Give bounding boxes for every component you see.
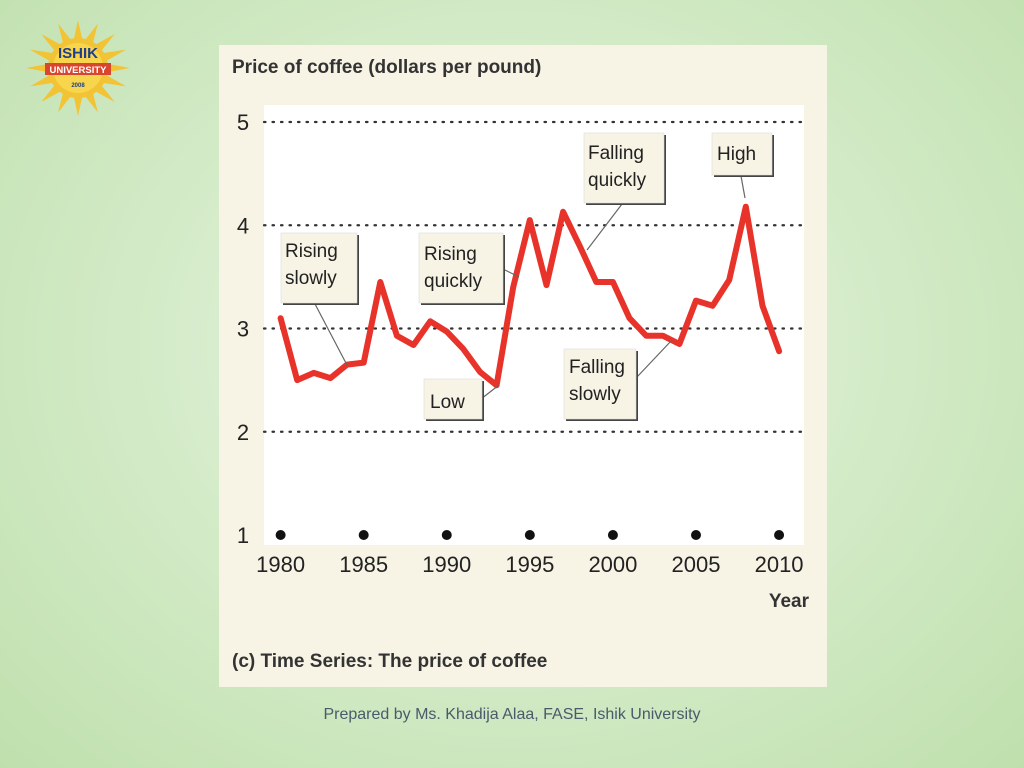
x-tick-dot <box>691 530 701 540</box>
logo-ray <box>29 74 55 87</box>
x-tick-label: 1990 <box>422 552 471 577</box>
x-tick-label: 2000 <box>588 552 637 577</box>
logo-ray <box>73 95 83 116</box>
y-tick-label: 2 <box>237 420 249 445</box>
logo-ray <box>101 74 127 87</box>
annotation-leader <box>586 203 623 251</box>
x-tick-label: 2005 <box>672 552 721 577</box>
y-tick-label: 4 <box>237 213 249 238</box>
logo-ray <box>58 91 72 113</box>
chart-title: Price of coffee (dollars per pound) <box>232 57 541 78</box>
logo-text-ishik: ISHIK <box>58 45 98 62</box>
plot-area <box>264 105 804 545</box>
x-tick-dot <box>524 530 535 540</box>
y-tick-label: 5 <box>237 110 249 135</box>
logo-ray <box>29 49 55 62</box>
annotation-text: slowly <box>569 384 621 405</box>
y-tick-label: 3 <box>237 317 249 342</box>
x-tick-dot <box>774 530 785 540</box>
footer-credit: Prepared by Ms. Khadija Alaa, FASE, Ishi… <box>323 706 701 723</box>
logo-ray <box>105 63 130 73</box>
annotation-leader <box>740 175 746 199</box>
chart-caption: (c) Time Series: The price of coffee <box>232 651 547 672</box>
annotation-text: High <box>717 144 756 165</box>
annotation-box: Low <box>423 378 484 421</box>
annotation-box: High <box>711 132 774 177</box>
annotation-box: Rising quickly <box>418 232 505 305</box>
x-tick-label: 2010 <box>755 552 804 577</box>
y-tick-label: 1 <box>237 523 249 548</box>
annotation-text: Low <box>430 392 465 413</box>
chart-panel: 1 2 3 4 5 1980 1985 1990 1995 2000 2005 2010 Risin… <box>219 45 827 687</box>
x-axis-label: Year <box>769 591 810 612</box>
annotation-text: Falling <box>569 357 625 378</box>
logo-ray <box>101 49 127 62</box>
x-tick-dot <box>441 530 452 540</box>
annotation-text: Rising <box>285 241 338 262</box>
annotation-box: Falling quickly <box>583 132 666 205</box>
x-tick-label: 1995 <box>505 552 554 577</box>
annotation-leader <box>636 339 673 378</box>
x-tick-dot <box>358 530 369 540</box>
x-tick-label: 1980 <box>256 552 305 577</box>
annotation-box: Falling slowly <box>563 348 638 421</box>
logo-ray <box>84 23 98 45</box>
annotation-text: slowly <box>285 268 337 289</box>
annotation-text: quickly <box>424 271 483 292</box>
logo-ray <box>26 63 51 73</box>
logo-text-year: 2008 <box>71 83 85 89</box>
annotation-text: quickly <box>588 170 647 191</box>
annotation-box: Rising slowly <box>280 232 359 305</box>
coffee-price-chart: 1 2 3 4 5 1980 1985 1990 1995 2000 2005 2010 Risin… <box>232 57 810 672</box>
x-tick-dot <box>275 530 286 540</box>
annotation-text: Rising <box>424 244 477 265</box>
series-line-coffee-price <box>277 203 783 389</box>
sun-logo-icon: ISHIK UNIVERSITY 2008 <box>26 20 130 116</box>
logo-text-university: UNIVERSITY <box>49 65 107 76</box>
logo-ray <box>58 23 72 45</box>
x-tick-label: 1985 <box>339 552 388 577</box>
annotation-leader <box>314 303 348 366</box>
university-logo: ISHIK UNIVERSITY 2008 <box>12 10 144 118</box>
x-tick-dot <box>607 530 618 540</box>
annotation-text: Falling <box>588 143 644 164</box>
logo-ray <box>84 91 98 113</box>
logo-ray <box>73 20 83 41</box>
